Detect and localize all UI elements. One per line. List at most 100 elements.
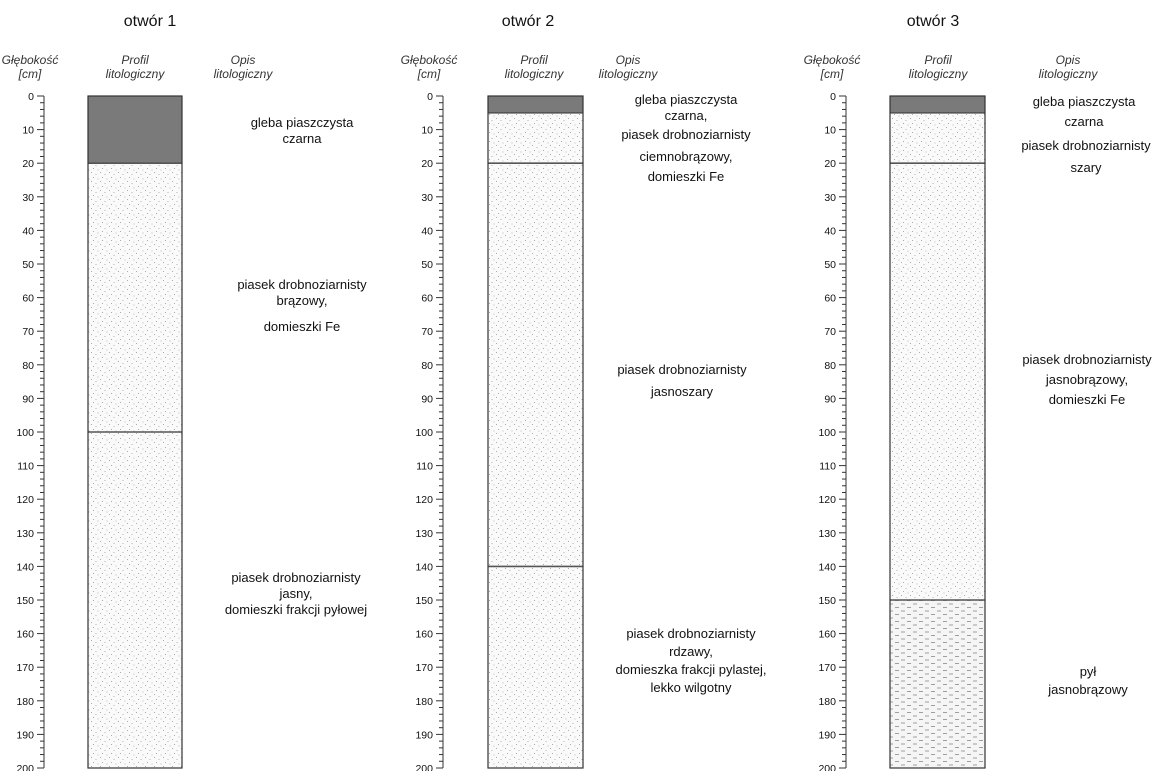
depth-header: Głębokość [2,53,59,67]
profile-header-sub: litologiczny [505,67,565,81]
depth-tick-label: 140 [818,561,836,573]
description-sand-brown: piasek drobnoziarnisty brązowy, domieszk… [237,277,367,334]
depth-unit-header: [cm] [18,67,42,81]
column-outline [487,95,584,769]
depth-tick-label: 150 [415,595,433,607]
depth-tick-label: 110 [17,461,34,473]
description-silt: pył jasnobrązowy [1047,664,1128,697]
depth-tick-label: 90 [421,393,433,405]
description-line: piasek drobnoziarnisty [617,362,747,377]
description-line: domieszki Fe [264,319,341,334]
hole-title: otwór 3 [907,13,960,30]
description-line: domieszki Fe [1049,392,1126,407]
layer-sand-5-20 [488,112,583,164]
depth-tick-label: 190 [818,729,836,741]
depth-tick-label: 120 [16,494,34,506]
description-line: piasek drobnoziarnisty [1022,352,1152,367]
depth-tick-label: 130 [16,528,34,540]
description-sand-rusty: piasek drobnoziarnisty rdzawy, domieszka… [616,626,767,695]
depth-tick-label: 10 [421,125,433,137]
depth-tick-label: 70 [22,326,34,338]
description-line: jasnobrązowy [1047,682,1128,697]
hole-title: otwór 2 [502,13,555,30]
depth-tick-label: 0 [830,91,836,103]
depth-tick-label: 140 [16,561,34,573]
depth-tick-label: 0 [28,91,34,103]
depth-tick-label: 180 [16,696,34,708]
layer-sand-20-140 [488,163,583,567]
depth-tick-label: 80 [22,360,34,372]
depth-tick-label: 20 [421,158,433,170]
depth-tick-label: 30 [824,192,836,204]
depth-tick-label: 140 [415,561,433,573]
description-line: gleba piaszczysta [251,115,354,130]
depth-tick-label: 60 [22,293,34,305]
depth-tick-label: 200 [818,763,836,771]
profile-header: Profil [924,53,952,67]
depth-tick-label: 30 [22,192,34,204]
depth-tick-label: 150 [16,595,34,607]
depth-tick-label: 70 [421,326,433,338]
description-line: brązowy, [276,293,327,308]
depth-tick-label: 170 [818,662,836,674]
description-line: piasek drobnoziarnisty [1021,138,1151,153]
description-line: czarna [1064,114,1104,129]
description-line: czarna [282,131,322,146]
depth-tick-label: 10 [22,125,34,137]
depth-tick-label: 200 [415,763,433,771]
depth-tick-label: 50 [421,259,433,271]
depth-tick-label: 80 [824,360,836,372]
hole-1: otwór 1 Głębokość [cm] Profil litologicz… [2,13,368,771]
depth-header: Głębokość [804,53,861,67]
description-sand-light: piasek drobnoziarnisty jasny, domieszki … [225,570,367,617]
depth-tick-label: 40 [824,225,836,237]
description-sand-grey: piasek drobnoziarnisty jasnoszary [617,362,747,399]
layer-sand-100-200 [88,432,182,768]
hole-title: otwór 1 [124,13,177,30]
depth-tick-label: 110 [416,461,433,473]
depth-tick-label: 70 [824,326,836,338]
description-line: domieszki frakcji pyłowej [225,602,367,617]
depth-tick-label: 130 [415,528,433,540]
description-line: piasek drobnoziarnisty [237,277,367,292]
description-header: Opis [231,53,256,67]
depth-tick-label: 190 [415,729,433,741]
layer-sand-140-200 [488,566,583,768]
description-header: Opis [616,53,641,67]
depth-tick-label: 170 [415,662,433,674]
depth-tick-label: 30 [421,192,433,204]
description-sand-lightbrown: piasek drobnoziarnisty jasnobrązowy, dom… [1022,352,1152,407]
profile-header-sub: litologiczny [909,67,969,81]
depth-tick-label: 160 [415,629,433,641]
depth-tick-label: 180 [415,696,433,708]
description-header-sub: litologiczny [1039,67,1099,81]
description-soil: gleba piaszczysta czarna [251,115,354,146]
depth-tick-label: 200 [16,763,34,771]
depth-unit-header: [cm] [417,67,441,81]
depth-tick-label: 90 [824,393,836,405]
layer-sand-20-150 [890,163,985,600]
depth-tick-label: 50 [22,259,34,271]
description-header: Opis [1056,53,1081,67]
description-line: gleba piaszczysta [1033,94,1136,109]
depth-tick-label: 20 [824,158,836,170]
depth-axis: 0 10 20 30 40 50 60 70 80 90 100 110 120 130 140 150 160… [16,91,45,771]
depth-tick-label: 120 [818,494,836,506]
depth-tick-label: 160 [16,629,34,641]
description-soil: gleba piaszczysta czarna [1033,94,1136,129]
description-header-sub: litologiczny [599,67,659,81]
layer-soil-0-5 [890,96,985,113]
layer-sand-20-100 [88,163,182,432]
layer-soil-0-5 [488,96,583,113]
description-line: czarna, [665,108,708,123]
depth-tick-label: 20 [22,158,34,170]
description-line: jasny, [279,586,313,601]
column-outline [87,95,183,769]
lithology-column [889,95,986,769]
depth-tick-label: 110 [819,461,836,473]
depth-axis: 0 10 20 30 40 50 60 70 80 90 100 110 120 130 140 150 160… [818,91,847,771]
description-sand-grey: piasek drobnoziarnisty szary [1021,138,1151,175]
depth-unit-header: [cm] [820,67,844,81]
depth-header: Głębokość [401,53,458,67]
